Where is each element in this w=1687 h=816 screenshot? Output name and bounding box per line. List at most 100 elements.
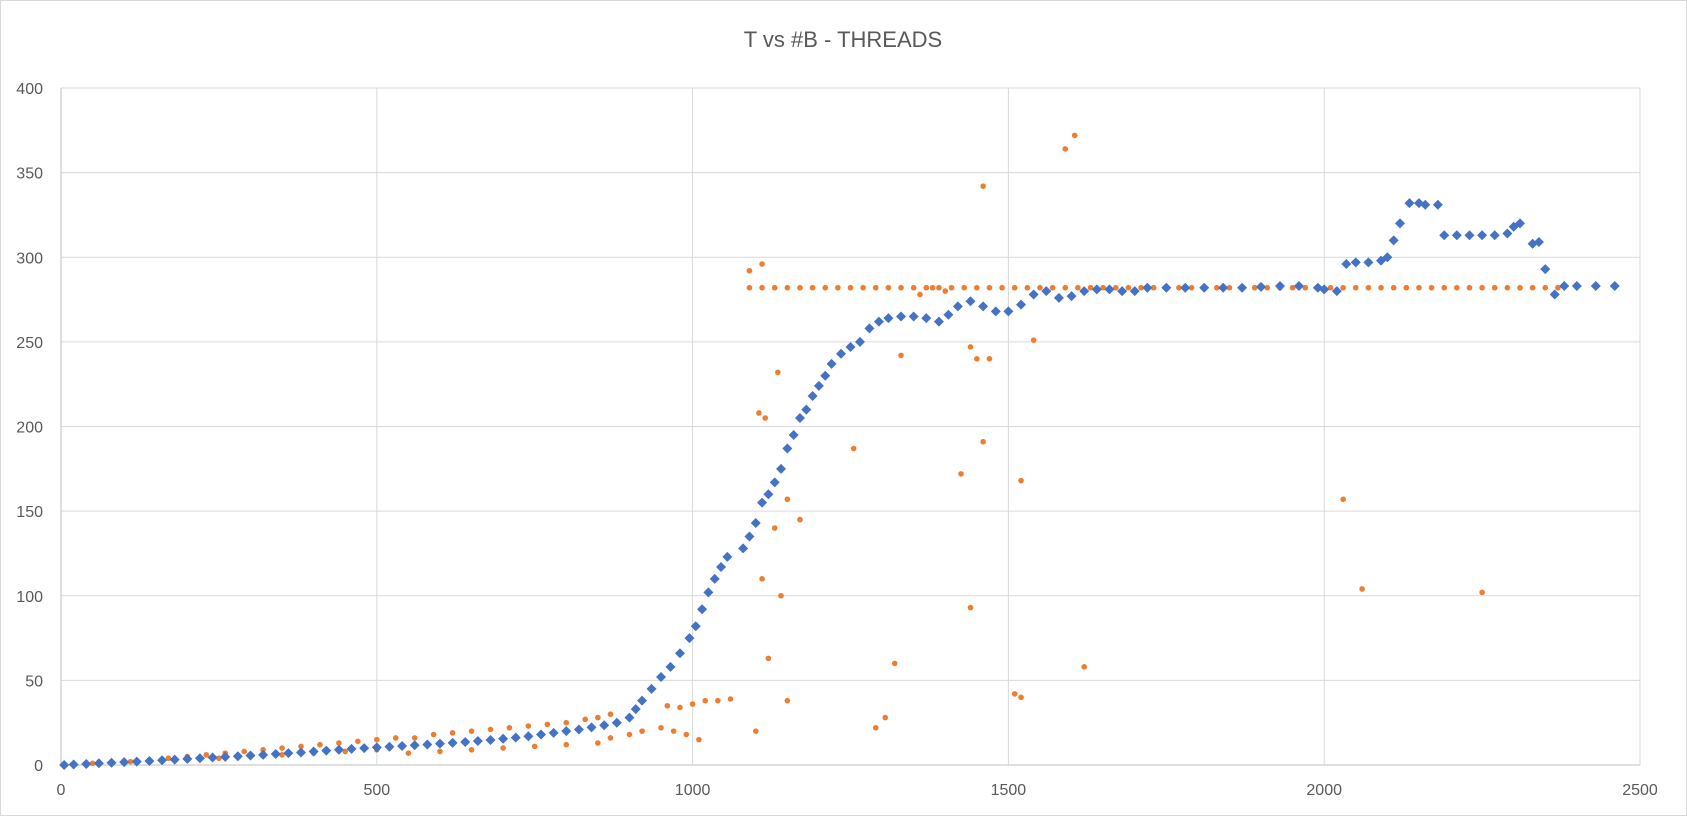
- data-point-circle: [974, 356, 980, 362]
- data-point-diamond: [1016, 299, 1027, 310]
- data-point-diamond: [1079, 286, 1090, 297]
- data-point-circle: [1555, 284, 1561, 291]
- data-point-circle: [923, 284, 930, 291]
- data-point-circle: [506, 724, 513, 731]
- data-point-diamond: [684, 633, 695, 644]
- data-point-diamond: [144, 755, 155, 766]
- data-point-diamond: [769, 477, 780, 488]
- data-point-diamond: [864, 323, 875, 334]
- data-point-diamond: [270, 748, 281, 759]
- data-point-circle: [822, 284, 829, 291]
- data-point-diamond: [1331, 286, 1342, 297]
- data-point-diamond: [59, 760, 70, 770]
- data-point-diamond: [908, 311, 919, 322]
- data-point-diamond: [813, 380, 824, 391]
- data-point-diamond: [157, 755, 168, 766]
- data-point-circle: [910, 284, 917, 291]
- data-point-circle: [1214, 284, 1220, 291]
- data-point-diamond: [990, 306, 1001, 317]
- data-point-circle: [1062, 284, 1069, 291]
- data-point-diamond: [1549, 289, 1560, 300]
- data-point-diamond: [93, 758, 104, 769]
- y-tick-label: 100: [16, 589, 43, 606]
- data-point-circle: [986, 356, 993, 362]
- data-point-circle: [298, 743, 304, 750]
- data-point-circle: [1542, 284, 1549, 291]
- x-tick-label: 0: [57, 782, 66, 799]
- data-point-diamond: [1404, 198, 1415, 209]
- data-point-circle: [936, 284, 942, 291]
- data-point-circle: [1504, 284, 1511, 291]
- data-point-diamond: [1432, 199, 1443, 210]
- y-tick-label: 50: [25, 673, 43, 690]
- data-point-diamond: [703, 587, 714, 598]
- data-point-circle: [449, 730, 456, 736]
- data-point-diamond: [782, 443, 793, 454]
- data-point-diamond: [836, 348, 847, 359]
- data-point-circle: [1112, 284, 1119, 291]
- data-point-diamond: [258, 749, 269, 760]
- data-point-diamond: [690, 621, 701, 632]
- data-point-circle: [127, 758, 134, 765]
- data-point-circle: [1138, 284, 1144, 291]
- data-point-diamond: [245, 750, 256, 761]
- data-point-diamond: [738, 543, 749, 554]
- data-point-circle: [948, 284, 955, 291]
- data-point-diamond: [933, 316, 944, 327]
- data-point-diamond: [434, 738, 445, 749]
- data-point-circle: [1062, 146, 1069, 152]
- data-point-circle: [595, 714, 601, 721]
- data-point-diamond: [1540, 264, 1551, 275]
- data-point-diamond: [952, 301, 963, 312]
- data-point-circle: [1491, 284, 1498, 291]
- x-tick-label: 1000: [675, 782, 711, 799]
- data-point-diamond: [573, 724, 584, 735]
- data-point-diamond: [744, 531, 755, 542]
- data-point-circle: [487, 726, 494, 733]
- data-point-circle: [1018, 694, 1024, 701]
- data-point-circle: [525, 723, 532, 729]
- data-point-diamond: [409, 740, 420, 751]
- data-point-circle: [468, 728, 475, 734]
- data-point-circle: [1081, 664, 1087, 670]
- data-point-circle: [898, 352, 904, 359]
- data-point-circle: [241, 748, 247, 755]
- data-point-circle: [544, 721, 551, 728]
- data-point-circle: [715, 697, 721, 704]
- data-point-diamond: [548, 727, 559, 738]
- data-point-diamond: [182, 753, 193, 764]
- data-point-diamond: [1199, 282, 1210, 293]
- data-point-diamond: [716, 561, 727, 572]
- data-point-circle: [658, 724, 664, 731]
- data-point-circle: [89, 760, 96, 767]
- data-point-circle: [670, 728, 677, 734]
- data-point-diamond: [1350, 257, 1361, 268]
- data-point-circle: [1037, 284, 1043, 291]
- data-point-circle: [1087, 284, 1094, 291]
- data-point-circle: [626, 731, 633, 738]
- data-point-circle: [1390, 284, 1397, 291]
- x-tick-label: 500: [363, 782, 390, 799]
- data-point-diamond: [81, 758, 92, 769]
- data-point-circle: [1011, 284, 1018, 291]
- data-point-diamond: [978, 301, 989, 312]
- y-tick-label: 0: [34, 758, 43, 775]
- data-point-circle: [1071, 132, 1078, 139]
- data-point-diamond: [536, 729, 547, 740]
- data-point-circle: [850, 445, 857, 452]
- data-point-diamond: [1382, 252, 1393, 263]
- data-point-diamond: [674, 648, 685, 659]
- data-point-circle: [778, 592, 784, 599]
- data-point-diamond: [1237, 282, 1248, 293]
- data-point-diamond: [561, 726, 572, 737]
- data-point-circle: [917, 291, 923, 298]
- y-tick-label: 150: [16, 504, 43, 521]
- data-point-diamond: [722, 551, 733, 562]
- data-point-diamond: [194, 753, 205, 764]
- data-point-diamond: [1363, 257, 1374, 268]
- data-point-circle: [771, 525, 778, 531]
- data-point-diamond: [498, 733, 509, 744]
- data-point-circle: [986, 284, 993, 291]
- data-point-circle: [1049, 284, 1056, 291]
- data-point-circle: [1176, 284, 1182, 291]
